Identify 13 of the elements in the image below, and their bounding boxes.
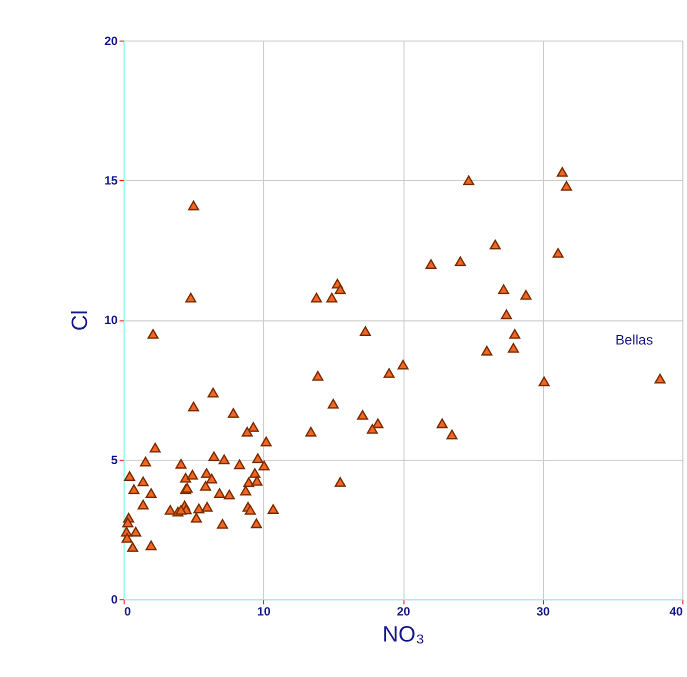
y-tick-label: 5 [111, 452, 118, 467]
y-tick-label: 10 [104, 313, 118, 328]
y-tick-label: 15 [104, 173, 118, 188]
x-tick-label: 40 [669, 604, 684, 618]
x-tick-label: 20 [396, 604, 411, 618]
y-axis-title: Cl [66, 310, 92, 331]
annotation: Bellas [615, 331, 654, 348]
x-tick-label: 10 [257, 604, 271, 618]
y-tick-label: 20 [104, 34, 118, 48]
x-tick-label: 30 [536, 604, 550, 618]
x-tick-label: 0 [124, 604, 132, 618]
x-axis-title: NO₃ [382, 621, 425, 646]
y-tick-label: 0 [111, 592, 118, 606]
